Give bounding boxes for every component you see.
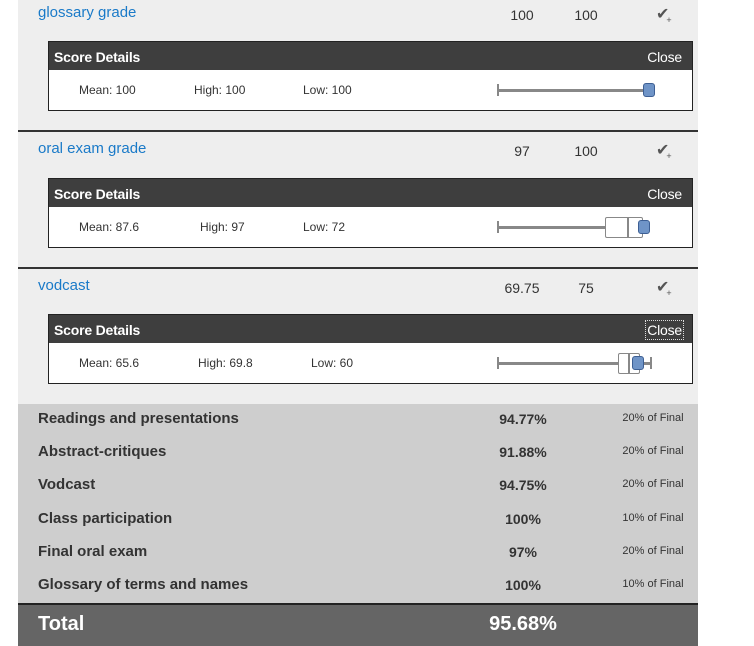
category-percent: 100% bbox=[505, 510, 541, 527]
score-distribution-boxplot bbox=[497, 216, 667, 238]
high-stat: High: 69.8 bbox=[198, 356, 253, 370]
whisker-line bbox=[497, 89, 650, 92]
high-stat: High: 100 bbox=[194, 83, 246, 97]
score-details-header: Score Details Close bbox=[49, 315, 692, 343]
median-line bbox=[627, 218, 629, 237]
assignment-link[interactable]: glossary grade bbox=[38, 4, 137, 21]
category-weight: 20% of Final bbox=[622, 478, 684, 491]
category-row: Readings and presentations 94.77% 20% of… bbox=[18, 404, 698, 437]
low-stat: Low: 60 bbox=[311, 356, 354, 370]
category-name: Glossary of terms and names bbox=[38, 575, 249, 593]
mean-stat: Mean: 87.6 bbox=[79, 220, 140, 234]
score-details-body: Mean: 65.6 High: 69.8 Low: 60 bbox=[49, 343, 692, 383]
category-name: Vodcast bbox=[38, 476, 96, 494]
category-name: Abstract-critiques bbox=[38, 443, 167, 461]
whisker-line bbox=[497, 226, 607, 229]
mean-stat: Mean: 65.6 bbox=[79, 356, 140, 370]
score-details: Score Details Close Mean: 100 High: 100 … bbox=[48, 41, 693, 111]
total-value: 95.68% bbox=[489, 613, 557, 635]
close-button[interactable]: Close bbox=[647, 49, 682, 65]
checkmark-plus-icon[interactable]: ✔+ bbox=[656, 6, 672, 25]
category-name: Readings and presentations bbox=[38, 410, 239, 427]
total-label: Total bbox=[38, 613, 85, 635]
high-stat: High: 97 bbox=[200, 220, 245, 234]
category-percent: 94.75% bbox=[499, 477, 547, 494]
category-row: Final oral exam 97% 20% of Final bbox=[18, 537, 698, 570]
assignment-link[interactable]: vodcast bbox=[38, 277, 90, 294]
score-distribution-boxplot bbox=[497, 79, 667, 101]
score-details-body: Mean: 87.6 High: 97 Low: 72 bbox=[49, 207, 692, 247]
category-summary: Readings and presentations 94.77% 20% of… bbox=[18, 404, 698, 604]
score-details-header: Score Details Close bbox=[49, 179, 692, 207]
score-details: Score Details Close Mean: 87.6 High: 97 … bbox=[48, 178, 693, 248]
score-details-header: Score Details Close bbox=[49, 42, 692, 70]
score-details: Score Details Close Mean: 65.6 High: 69.… bbox=[48, 314, 693, 384]
close-button[interactable]: Close bbox=[647, 186, 682, 202]
assignment-possible: 75 bbox=[578, 280, 594, 296]
assignment-score: 69.75 bbox=[504, 280, 540, 296]
category-name: Final oral exam bbox=[38, 542, 148, 560]
divider bbox=[18, 267, 698, 269]
mean-stat: Mean: 100 bbox=[79, 83, 136, 97]
score-details-body: Mean: 100 High: 100 Low: 100 bbox=[49, 70, 692, 110]
assignment-panel: vodcast 69.75 75 ✔+ Score Details Close … bbox=[18, 269, 698, 404]
checkmark-plus-icon[interactable]: ✔+ bbox=[656, 279, 672, 298]
low-stat: Low: 72 bbox=[303, 220, 346, 234]
student-score-marker bbox=[638, 220, 650, 234]
category-weight: 20% of Final bbox=[622, 544, 684, 557]
assignment-row: oral exam grade 97 100 ✔+ bbox=[18, 136, 698, 176]
low-stat: Low: 100 bbox=[303, 83, 352, 97]
category-row: Glossary of terms and names 100% 10% of … bbox=[18, 570, 698, 603]
checkmark-plus-icon[interactable]: ✔+ bbox=[656, 142, 672, 161]
total-row: Total 95.68% bbox=[18, 603, 698, 646]
category-percent: 91.88% bbox=[499, 444, 547, 461]
whisker-cap-max bbox=[650, 357, 652, 369]
assignment-possible: 100 bbox=[574, 7, 598, 23]
whisker-line bbox=[497, 362, 652, 365]
score-details-title: Score Details bbox=[54, 49, 141, 65]
student-score-marker bbox=[632, 356, 644, 370]
assignment-row: glossary grade 100 100 ✔+ bbox=[18, 0, 698, 40]
category-weight: 20% of Final bbox=[622, 412, 684, 424]
assignment-row: vodcast 69.75 75 ✔+ bbox=[18, 273, 698, 313]
assignment-panel: glossary grade 100 100 ✔+ Score Details … bbox=[18, 0, 698, 131]
close-button[interactable]: Close bbox=[645, 320, 684, 340]
score-details-title: Score Details bbox=[54, 322, 141, 338]
category-row: Vodcast 94.75% 20% of Final bbox=[18, 470, 698, 503]
category-row: Abstract-critiques 91.88% 20% of Final bbox=[18, 437, 698, 470]
median-line bbox=[628, 354, 630, 373]
divider bbox=[18, 130, 698, 132]
score-details-title: Score Details bbox=[54, 186, 141, 202]
category-percent: 100% bbox=[505, 576, 541, 593]
category-percent: 94.77% bbox=[499, 411, 547, 427]
category-weight: 20% of Final bbox=[622, 445, 684, 458]
assignment-link[interactable]: oral exam grade bbox=[38, 140, 147, 157]
category-weight: 10% of Final bbox=[622, 577, 684, 590]
assignment-panel: oral exam grade 97 100 ✔+ Score Details … bbox=[18, 132, 698, 268]
category-weight: 10% of Final bbox=[622, 511, 684, 524]
student-score-marker bbox=[643, 83, 655, 97]
assignment-score: 100 bbox=[510, 7, 534, 23]
assignment-score: 97 bbox=[514, 143, 530, 159]
category-name: Class participation bbox=[38, 509, 173, 527]
assignment-possible: 100 bbox=[574, 143, 598, 159]
score-distribution-boxplot bbox=[497, 352, 667, 374]
category-row: Class participation 100% 10% of Final bbox=[18, 504, 698, 537]
category-percent: 97% bbox=[508, 543, 538, 560]
